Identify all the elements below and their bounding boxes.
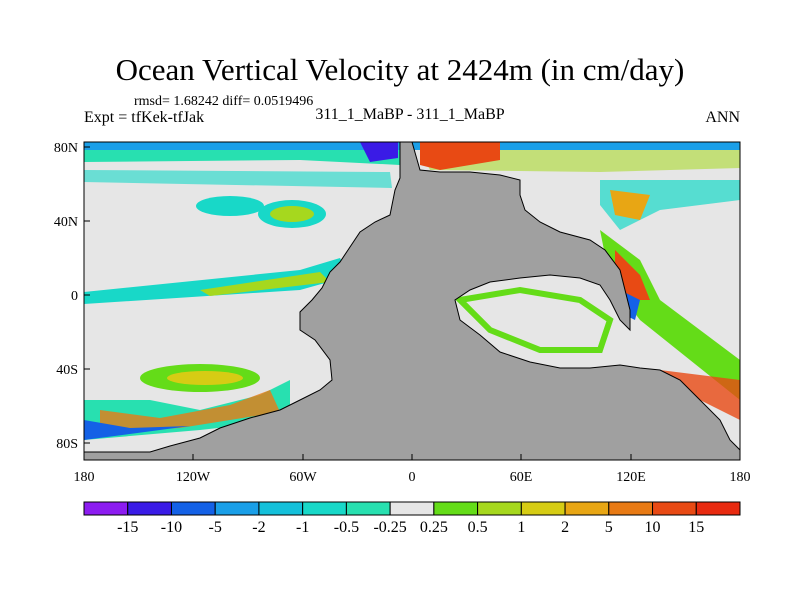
lat-tick-label: 40S: [56, 363, 78, 378]
colorbar-swatch: [564, 501, 610, 516]
colorbar-swatch: [477, 501, 522, 516]
colorbar-swatch: [520, 501, 566, 516]
colorbar-swatch: [652, 501, 697, 516]
colorbar-label: 5: [605, 519, 613, 536]
colorbar-swatch: [214, 501, 260, 516]
colorbar-label: 1: [517, 519, 525, 536]
equatorial-pacific-green: [200, 272, 330, 296]
antarctic-margin: [84, 420, 190, 440]
lon-tick-label: 0: [409, 470, 416, 485]
colorbar-label: -2: [252, 519, 265, 536]
lat-tick-label: 80N: [54, 141, 78, 156]
colorbar-label: -0.25: [373, 519, 406, 536]
lat-tick-label: 80S: [56, 437, 78, 452]
land-masses: [83, 141, 741, 461]
experiment-label: Expt = tfKek-tfJak: [84, 109, 205, 126]
colorbar-swatch: [127, 501, 172, 516]
north-atlantic-band: [84, 170, 392, 188]
south-pacific-core: [167, 371, 243, 385]
lon-tick-label: 180: [730, 470, 751, 485]
colorbar-swatch: [389, 501, 435, 516]
colorbar-swatch: [83, 501, 129, 516]
colorbar-swatch: [302, 501, 347, 516]
arctic-warm-cluster: [420, 142, 500, 170]
colorbar-label: 2: [561, 519, 569, 536]
colorbar-swatch: [695, 501, 741, 516]
southern-ocean-warm: [100, 390, 280, 432]
stats-line: rmsd= 1.68242 diff= 0.0519496: [134, 94, 314, 109]
plot-title: Ocean Vertical Velocity at 2424m (in cm/…: [115, 52, 685, 87]
lon-tick-label: 120E: [616, 470, 646, 485]
season-label: ANN: [705, 109, 740, 126]
pacific-yellow-patch: [270, 206, 314, 222]
lon-tick-label: 60W: [289, 470, 317, 485]
colorbar-swatch: [608, 501, 654, 516]
colorbar: -15 -10 -5 -2 -1 -0.5 -0.25 0.25 0.5 1 2 5 10 15: [83, 501, 741, 536]
arctic-blue-cluster: [360, 142, 398, 162]
colorbar-label: -10: [161, 519, 182, 536]
lat-tick-label: 40N: [54, 215, 78, 230]
indian-ocean-patch: [453, 286, 614, 353]
colorbar-swatch: [433, 501, 479, 516]
colorbar-label: -15: [117, 519, 138, 536]
continent-america-africa: [83, 141, 741, 461]
north-pacific-east-warm: [610, 190, 650, 220]
colorbar-swatch: [170, 501, 216, 516]
equatorial-pacific-band: [84, 258, 350, 304]
lon-tick-label: 180: [74, 470, 95, 485]
colorbar-swatch: [345, 501, 391, 516]
colorbar-label: -0.5: [334, 519, 359, 536]
cases-label: 311_1_MaBP - 311_1_MaBP: [315, 106, 505, 123]
pacific-cyan-patch: [196, 196, 264, 216]
lon-tick-label: 60E: [510, 470, 533, 485]
colorbar-label: 0.5: [468, 519, 488, 536]
colorbar-swatch: [258, 501, 304, 516]
colorbar-label: 10: [645, 519, 661, 536]
latitude-axis: 80N 40N 0 40S 80S: [54, 141, 90, 452]
longitude-axis: 180 120W 60W 0 60E 120E 180: [74, 454, 751, 485]
lat-tick-label: 0: [71, 289, 78, 304]
colorbar-label: 15: [688, 519, 704, 536]
lon-tick-label: 120W: [176, 470, 211, 485]
colorbar-label: -1: [296, 519, 309, 536]
colorbar-label: 0.25: [420, 519, 448, 536]
colorbar-label: -5: [209, 519, 222, 536]
arctic-band: [84, 150, 400, 165]
